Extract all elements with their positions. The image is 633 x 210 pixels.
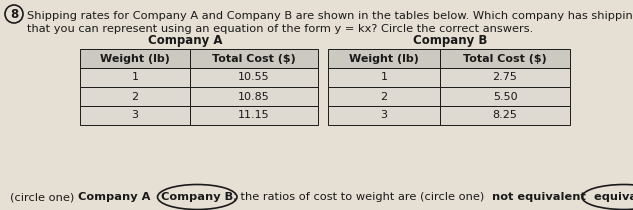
- Text: Weight (lb): Weight (lb): [349, 54, 419, 63]
- Bar: [80, 106, 190, 125]
- Text: 5.50: 5.50: [492, 92, 517, 101]
- Text: Company B: Company B: [413, 34, 487, 47]
- Text: Weight (lb): Weight (lb): [100, 54, 170, 63]
- Bar: [80, 68, 190, 87]
- Text: that you can represent using an equation of the form y = kx? Circle the correct : that you can represent using an equation…: [27, 24, 533, 34]
- Bar: [328, 87, 440, 106]
- Text: 2: 2: [132, 92, 139, 101]
- Bar: [440, 68, 570, 87]
- Text: Shipping rates for Company A and Company B are shown in the tables below. Which : Shipping rates for Company A and Company…: [27, 11, 633, 21]
- Bar: [80, 49, 190, 68]
- Text: 2.75: 2.75: [492, 72, 517, 83]
- Text: equivalent: equivalent: [586, 192, 633, 202]
- Text: 10.85: 10.85: [238, 92, 270, 101]
- Text: ; the ratios of cost to weight are (circle one): ; the ratios of cost to weight are (circ…: [234, 192, 492, 202]
- Text: 8.25: 8.25: [492, 110, 517, 121]
- Text: 10.55: 10.55: [238, 72, 270, 83]
- Bar: [440, 87, 570, 106]
- Bar: [190, 106, 318, 125]
- Text: Company A: Company A: [78, 192, 150, 202]
- Bar: [440, 106, 570, 125]
- Bar: [328, 106, 440, 125]
- Bar: [190, 87, 318, 106]
- Bar: [80, 87, 190, 106]
- Text: 3: 3: [380, 110, 387, 121]
- Text: 8: 8: [10, 8, 18, 21]
- Bar: [328, 68, 440, 87]
- Text: Total Cost ($): Total Cost ($): [463, 54, 547, 63]
- Bar: [440, 49, 570, 68]
- Text: 2: 2: [380, 92, 387, 101]
- Text: Company A: Company A: [147, 34, 222, 47]
- Text: (circle one): (circle one): [10, 192, 78, 202]
- Text: 11.15: 11.15: [238, 110, 270, 121]
- Text: not equivalent: not equivalent: [492, 192, 586, 202]
- Text: Total Cost ($): Total Cost ($): [212, 54, 296, 63]
- Text: 3: 3: [132, 110, 139, 121]
- Bar: [190, 49, 318, 68]
- Bar: [328, 49, 440, 68]
- Bar: [190, 68, 318, 87]
- Text: Company B: Company B: [161, 192, 234, 202]
- Text: 1: 1: [132, 72, 139, 83]
- Text: 1: 1: [380, 72, 387, 83]
